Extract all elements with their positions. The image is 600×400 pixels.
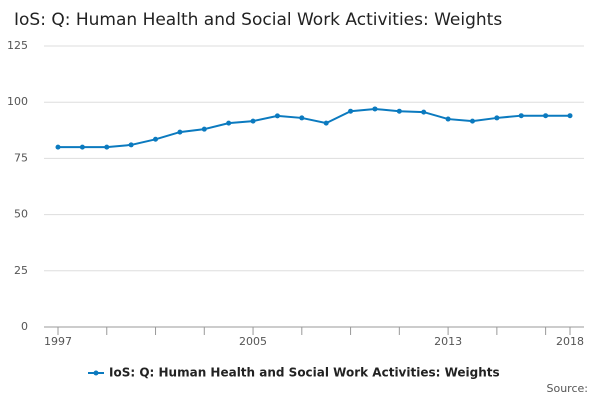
y-tick-label: 125	[7, 39, 28, 52]
legend-label: IoS: Q: Human Health and Social Work Act…	[109, 366, 500, 380]
point	[177, 129, 183, 135]
point	[226, 120, 232, 126]
point	[494, 115, 500, 121]
point	[274, 113, 280, 119]
point	[372, 106, 378, 112]
y-tick-label: 75	[14, 151, 28, 164]
x-tick-label: 2018	[556, 335, 584, 348]
y-tick-label: 25	[14, 264, 28, 277]
y-tick-label: 50	[14, 208, 28, 221]
point	[153, 136, 159, 142]
point	[543, 113, 549, 119]
point	[299, 115, 305, 121]
point	[201, 126, 207, 132]
point	[128, 142, 134, 148]
y-tick-label: 0	[21, 320, 28, 333]
point	[445, 116, 451, 122]
point	[55, 144, 61, 150]
x-tick-label: 1997	[44, 335, 72, 348]
point	[104, 144, 110, 150]
legend-marker	[93, 370, 99, 376]
chart-title: IoS: Q: Human Health and Social Work Act…	[14, 10, 502, 30]
x-tick-label: 2013	[434, 335, 462, 348]
point	[348, 108, 354, 114]
point	[469, 118, 475, 124]
point	[396, 108, 402, 114]
point	[250, 118, 256, 124]
point	[79, 144, 85, 150]
source: Source:	[547, 382, 589, 395]
point	[323, 120, 329, 126]
point	[567, 113, 573, 119]
series-line	[58, 107, 570, 149]
point	[421, 109, 427, 115]
x-tick-label: 2005	[239, 335, 267, 348]
point	[518, 113, 524, 119]
y-tick-label: 100	[7, 95, 28, 108]
